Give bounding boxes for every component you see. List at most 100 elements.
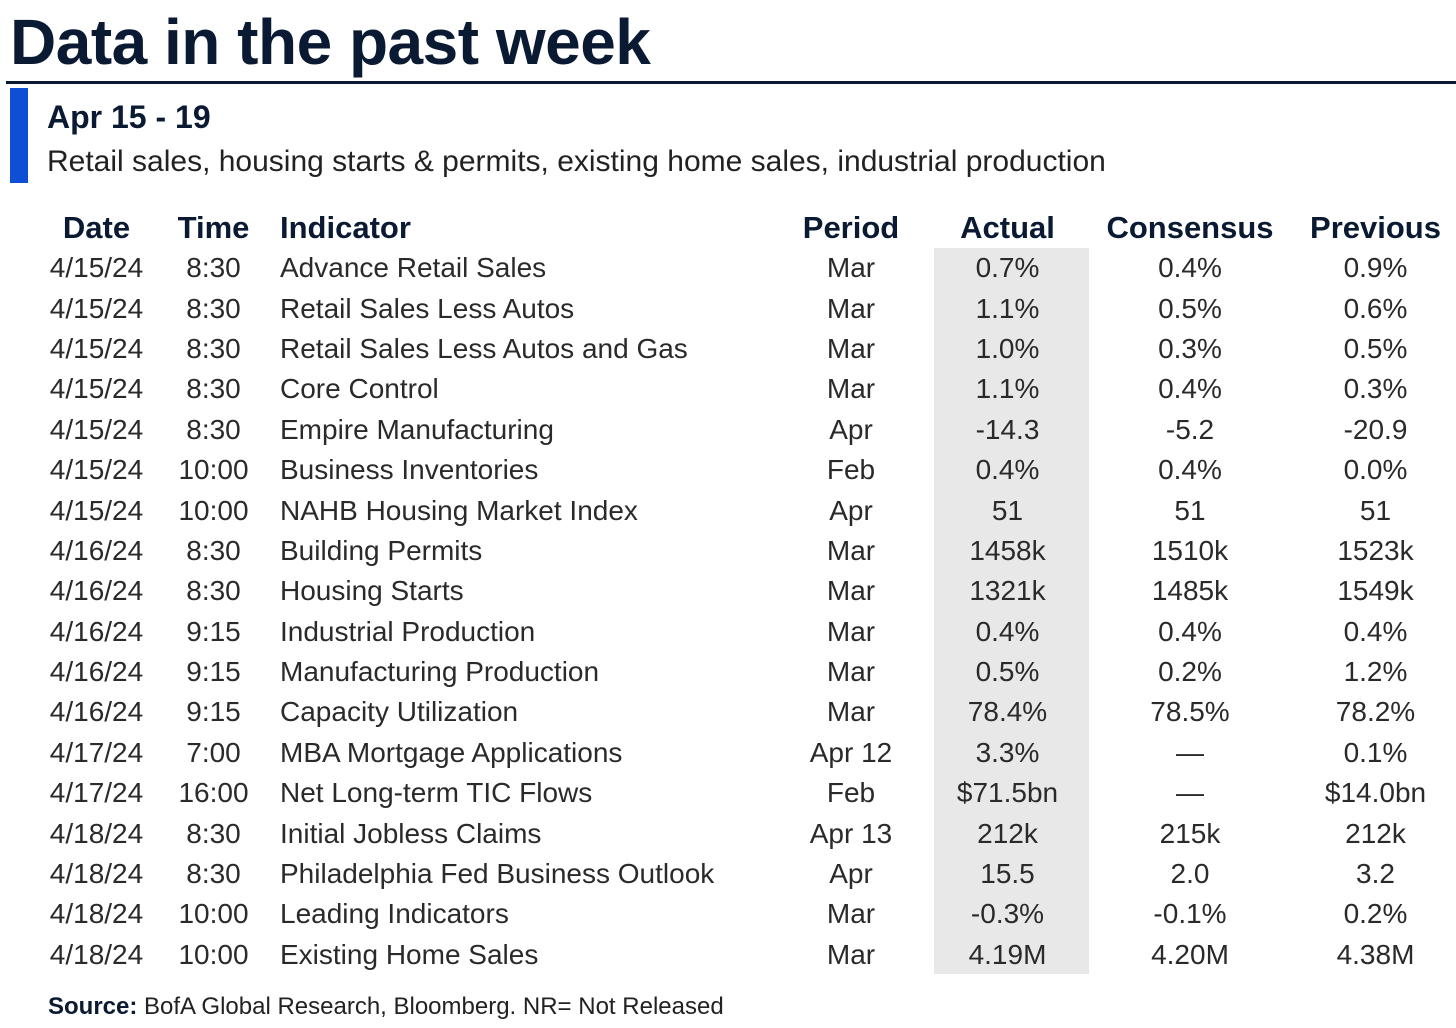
cell-date: 4/18/24 — [49, 938, 144, 970]
cell-actual: -0.3% — [970, 898, 1045, 930]
cell-indicator: Manufacturing Production — [280, 656, 600, 688]
cell-time: 7:00 — [186, 736, 241, 768]
cell-date: 4/15/24 — [49, 332, 144, 364]
table-body: 4/15/24 8:30 Advance Retail Sales Mar 0.7% 0.… — [40, 248, 1456, 975]
table-row: 4/15/24 8:30 Advance Retail Sales Mar 0.7% 0.… — [40, 248, 1456, 288]
cell-consensus: 0.4% — [1158, 454, 1222, 486]
cell-consensus: — — [1176, 777, 1204, 809]
table-row: 4/18/24 10:00 Leading Indicators Mar -0.3% -0… — [40, 894, 1456, 934]
cell-indicator: MBA Mortgage Applications — [280, 736, 623, 768]
cell-date: 4/18/24 — [49, 858, 144, 890]
cell-time: 10:00 — [178, 494, 249, 526]
header-consensus: Consensus — [1106, 209, 1274, 245]
cell-consensus: 0.4% — [1158, 252, 1222, 284]
cell-indicator: Empire Manufacturing — [280, 413, 554, 445]
cell-indicator: Leading Indicators — [280, 898, 509, 930]
cell-previous: 51 — [1359, 494, 1392, 526]
cell-period: Apr 12 — [809, 736, 893, 768]
cell-period: Feb — [826, 777, 876, 809]
cell-actual: 1321k — [969, 575, 1046, 607]
table-header-row: Date Time Indicator Period Actual Consen… — [40, 207, 1456, 248]
cell-consensus: 0.3% — [1158, 332, 1222, 364]
cell-indicator: Capacity Utilization — [280, 696, 519, 728]
week-label: Apr 15 - 19 — [47, 99, 211, 135]
cell-actual: 3.3% — [975, 736, 1040, 768]
table-row: 4/17/24 16:00 Net Long-term TIC Flows Feb $7… — [40, 773, 1456, 813]
cell-indicator: Philadelphia Fed Business Outlook — [280, 858, 715, 890]
cell-time: 8:30 — [186, 534, 241, 566]
cell-actual: 1458k — [969, 534, 1046, 566]
cell-actual: $71.5bn — [956, 777, 1059, 809]
cell-period: Mar — [826, 656, 876, 688]
cell-time: 10:00 — [178, 938, 249, 970]
cell-actual: -14.3 — [975, 413, 1040, 445]
cell-period: Mar — [826, 252, 876, 284]
actual-column-highlight — [934, 248, 1089, 974]
cell-consensus: — — [1176, 736, 1204, 768]
cell-actual: 212k — [977, 817, 1038, 849]
cell-time: 8:30 — [186, 413, 241, 445]
cell-previous: 0.1% — [1343, 736, 1408, 768]
cell-previous: 0.4% — [1343, 615, 1408, 647]
source-label: Source: — [48, 993, 138, 1020]
source-note: Source: BofA Global Research, Bloomberg.… — [48, 992, 724, 1022]
table-row: 4/15/24 8:30 Retail Sales Less Autos and G… — [40, 329, 1456, 369]
cell-indicator: Retail Sales Less Autos and Gas — [280, 332, 688, 364]
cell-actual: 15.5 — [980, 858, 1035, 890]
cell-time: 9:15 — [186, 696, 241, 728]
cell-date: 4/17/24 — [49, 777, 144, 809]
cell-time: 8:30 — [186, 332, 241, 364]
cell-period: Mar — [826, 292, 876, 324]
table-row: 4/18/24 8:30 Philadelphia Fed Business Out… — [40, 854, 1456, 894]
cell-date: 4/15/24 — [49, 373, 144, 405]
cell-indicator: Existing Home Sales — [280, 938, 539, 970]
table-row: 4/16/24 8:30 Housing Starts Mar 1321k 1485k 15… — [40, 571, 1456, 611]
cell-actual: 78.4% — [967, 696, 1048, 728]
cell-date: 4/16/24 — [49, 575, 144, 607]
cell-consensus: 0.2% — [1158, 656, 1222, 688]
cell-indicator: Building Permits — [280, 534, 483, 566]
cell-date: 4/16/24 — [49, 534, 144, 566]
cell-period: Mar — [826, 534, 876, 566]
cell-period: Mar — [826, 575, 876, 607]
cell-period: Apr — [829, 413, 873, 445]
cell-consensus: 78.5% — [1150, 696, 1230, 728]
cell-date: 4/16/24 — [49, 696, 144, 728]
cell-indicator: Retail Sales Less Autos — [280, 292, 575, 324]
cell-date: 4/15/24 — [49, 292, 144, 324]
cell-time: 10:00 — [178, 454, 249, 486]
cell-previous: $14.0bn — [1324, 777, 1427, 809]
cell-period: Mar — [826, 373, 876, 405]
cell-previous: 4.38M — [1336, 938, 1415, 970]
cell-actual: 0.5% — [975, 656, 1040, 688]
table-row: 4/15/24 8:30 Retail Sales Less Autos Mar 1.1… — [40, 288, 1456, 328]
cell-period: Feb — [826, 454, 876, 486]
cell-consensus: 51 — [1174, 494, 1206, 526]
cell-previous: 0.9% — [1343, 252, 1408, 284]
cell-time: 9:15 — [186, 656, 241, 688]
cell-period: Mar — [826, 696, 876, 728]
table-row: 4/15/24 10:00 NAHB Housing Market Index Apr… — [40, 490, 1456, 530]
cell-previous: 1523k — [1337, 534, 1414, 566]
cell-indicator: NAHB Housing Market Index — [280, 494, 638, 526]
cell-time: 8:30 — [186, 575, 241, 607]
economic-data-table: Date Time Indicator Period Actual Consen… — [40, 207, 1456, 975]
cell-time: 16:00 — [178, 777, 249, 809]
cell-period: Mar — [826, 332, 876, 364]
cell-time: 8:30 — [186, 292, 241, 324]
cell-date: 4/18/24 — [49, 898, 144, 930]
cell-period: Apr — [829, 858, 873, 890]
header-period: Period — [802, 209, 900, 245]
cell-consensus: 0.5% — [1158, 292, 1222, 324]
section-subtitle: Retail sales, housing starts & permits, … — [47, 145, 1106, 178]
cell-consensus: 0.4% — [1158, 373, 1222, 405]
cell-previous: -20.9 — [1343, 413, 1408, 445]
cell-previous: 0.2% — [1343, 898, 1408, 930]
cell-actual: 51 — [991, 494, 1024, 526]
cell-date: 4/16/24 — [49, 656, 144, 688]
cell-date: 4/15/24 — [49, 454, 144, 486]
cell-actual: 1.0% — [975, 332, 1040, 364]
cell-actual: 4.19M — [968, 938, 1047, 970]
cell-date: 4/16/24 — [49, 615, 144, 647]
cell-period: Apr 13 — [809, 817, 893, 849]
